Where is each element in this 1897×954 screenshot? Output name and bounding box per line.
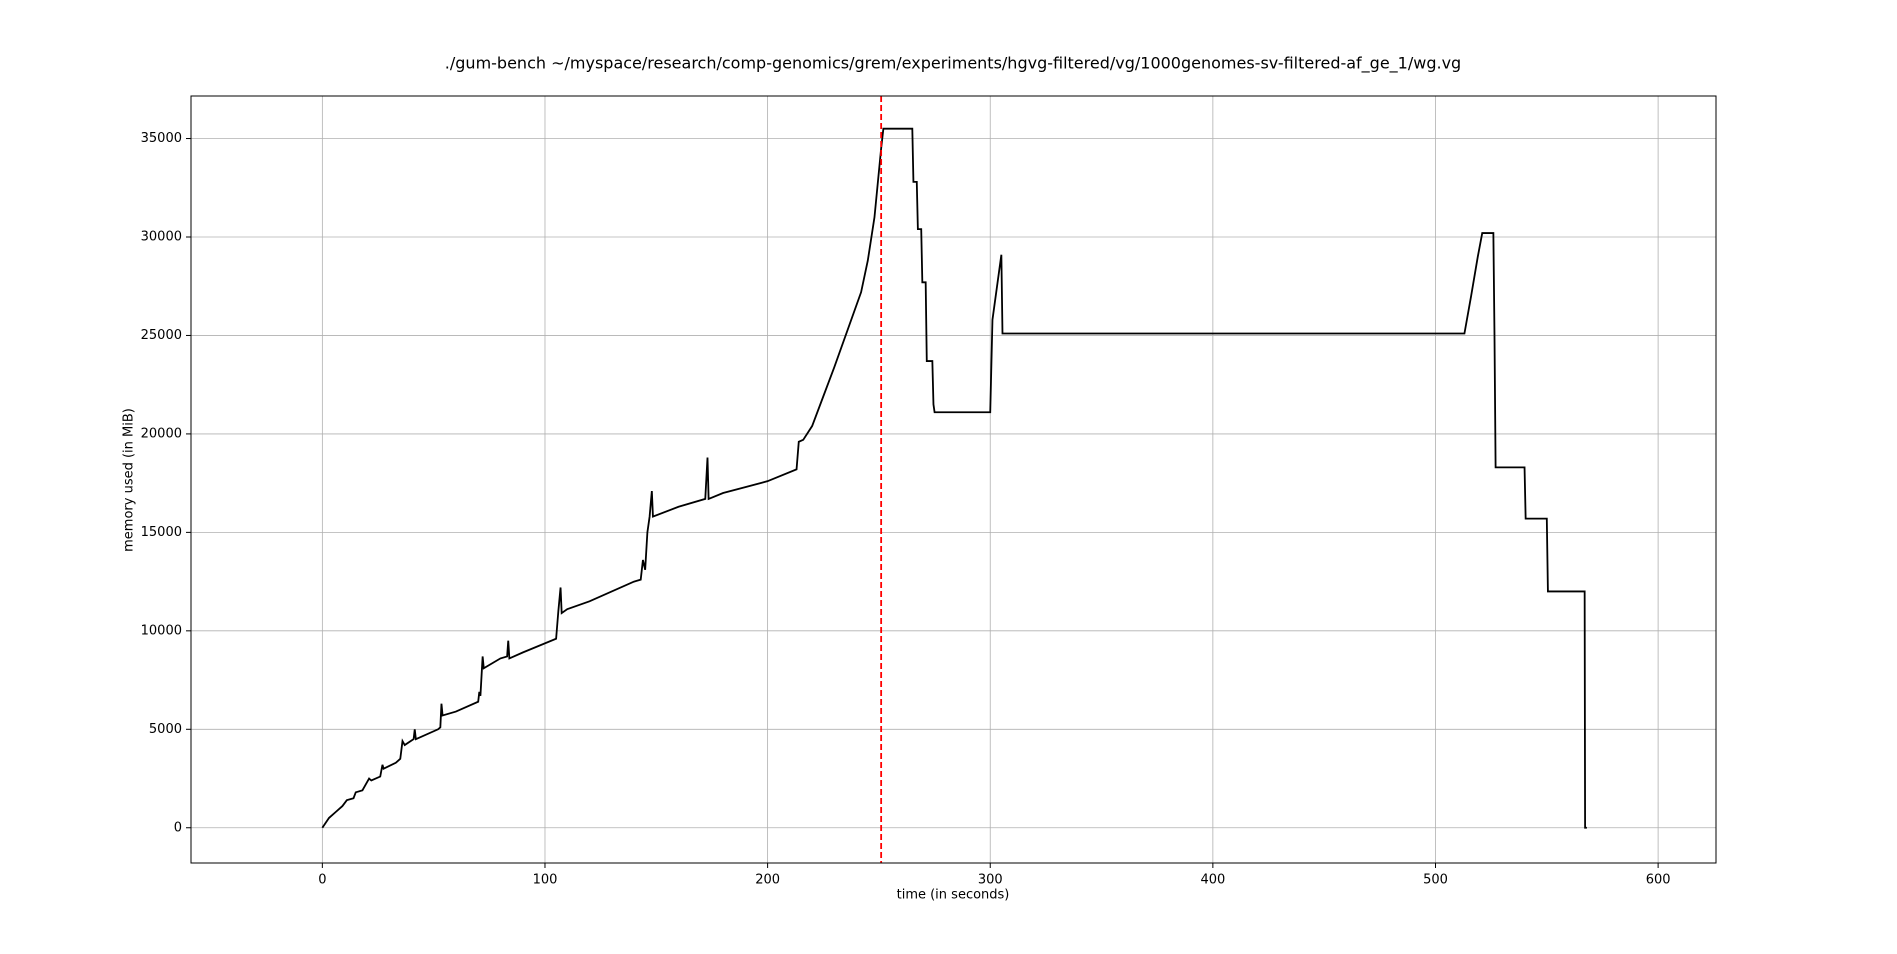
y-tick-label: 35000 [141, 131, 182, 146]
x-tick-label: 600 [1646, 873, 1671, 888]
x-tick-label: 400 [1200, 873, 1225, 888]
y-tick-label: 0 [174, 820, 182, 835]
y-tick-label: 30000 [141, 229, 182, 244]
plot-frame [190, 95, 1717, 864]
x-tick-label: 200 [755, 873, 780, 888]
x-tick-label: 100 [533, 873, 558, 888]
y-tick-label: 20000 [141, 426, 182, 441]
chart-title: ./gum-bench ~/myspace/research/comp-geno… [445, 54, 1461, 74]
x-tick-label: 500 [1423, 873, 1448, 888]
x-tick-label: 0 [318, 873, 326, 888]
y-tick-label: 25000 [141, 328, 182, 343]
y-tick-label: 15000 [141, 525, 182, 540]
memory-line [321, 127, 1587, 829]
y-axis-label: memory used (in MiB) [122, 408, 137, 552]
y-tick-label: 5000 [149, 722, 182, 737]
x-axis-label: time (in seconds) [897, 888, 1010, 903]
x-tick-label: 300 [978, 873, 1003, 888]
y-tick-label: 10000 [141, 623, 182, 638]
